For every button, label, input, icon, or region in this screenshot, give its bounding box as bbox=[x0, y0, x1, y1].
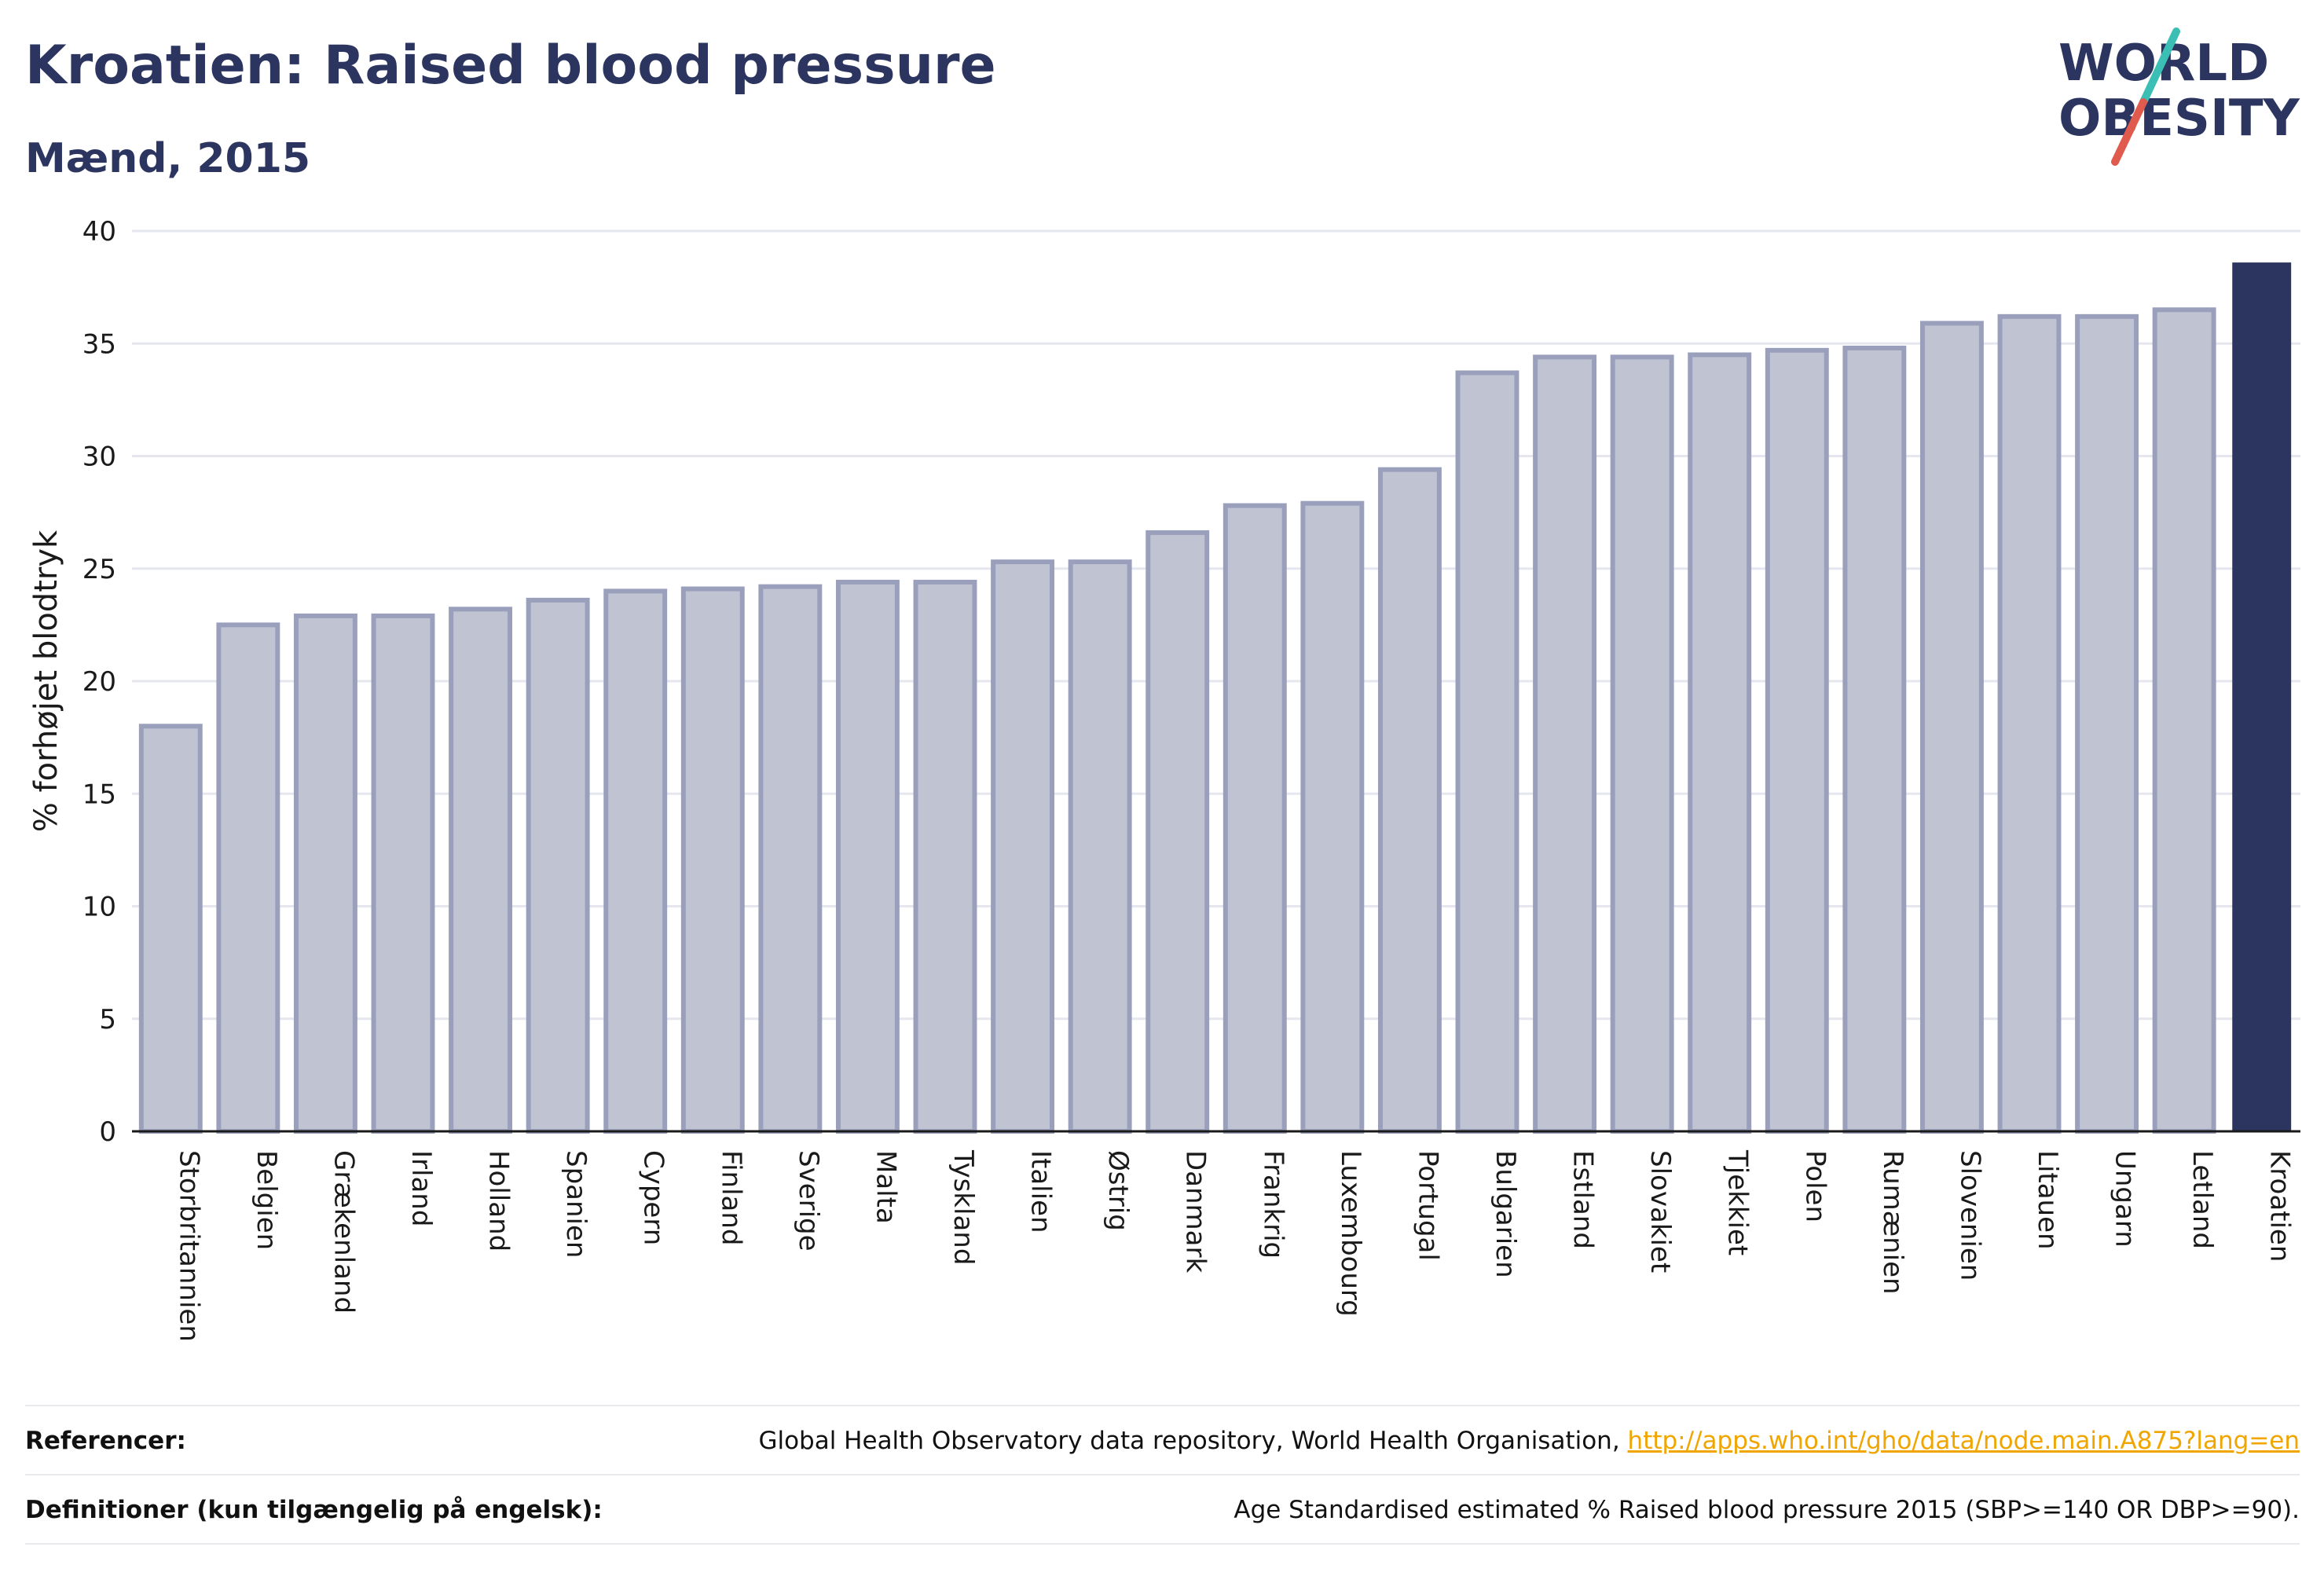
bar-slovakiet bbox=[1610, 354, 1674, 1134]
bar-malta bbox=[835, 579, 900, 1134]
y-tick-label: 40 bbox=[82, 216, 116, 247]
footer-definitions-row: Definitioner (kun tilgængelig på engelsk… bbox=[25, 1477, 2300, 1543]
footer-divider-bottom bbox=[25, 1543, 2300, 1545]
x-tick-label: Tjekkiet bbox=[1722, 1149, 1754, 1255]
x-tick-label: Bulgarien bbox=[1490, 1150, 1521, 1278]
x-tick-label: Kroatien bbox=[2264, 1150, 2296, 1262]
x-tick-label: Slovakiet bbox=[1644, 1150, 1676, 1273]
bar-chart: 0 5 10 15 20 25 30 35 40 Storbritannien Belgien Græ… bbox=[28, 216, 2300, 1342]
bars bbox=[138, 262, 2292, 1134]
bar-ungarn bbox=[2075, 313, 2139, 1134]
bar-bulgarien bbox=[1455, 370, 1519, 1134]
y-tick-label: 20 bbox=[82, 666, 116, 698]
logo-slash-teal-icon bbox=[2139, 27, 2180, 106]
x-tick-label: Holland bbox=[483, 1150, 515, 1252]
bar-danmark bbox=[1146, 530, 1210, 1134]
y-tick-label: 25 bbox=[82, 554, 116, 585]
y-tick-label: 10 bbox=[82, 892, 116, 923]
x-tick-label: Italien bbox=[1025, 1150, 1057, 1233]
x-tick-label: Ungarn bbox=[2110, 1150, 2141, 1248]
footer-divider-top bbox=[25, 1405, 2300, 1406]
x-tick-label: Finland bbox=[715, 1150, 746, 1246]
bar-belgien bbox=[216, 622, 280, 1134]
y-tick-label: 30 bbox=[82, 442, 116, 473]
logo-line-2: OBESITY bbox=[2058, 90, 2300, 148]
x-tick-label: Malta bbox=[870, 1150, 901, 1224]
x-tick-label: Grækenland bbox=[328, 1150, 359, 1314]
x-tick-label: Letland bbox=[2187, 1150, 2218, 1249]
logo-slash-red-icon bbox=[2111, 98, 2147, 166]
bar-cypern bbox=[603, 588, 668, 1134]
y-axis-label: % forhøjet blodtryk bbox=[28, 530, 64, 832]
bar-italien bbox=[991, 559, 1055, 1134]
bar-estland bbox=[1533, 354, 1597, 1134]
bar-portugal bbox=[1377, 467, 1442, 1134]
world-obesity-logo: WORLD OBESITY bbox=[2058, 27, 2300, 166]
bar-tyskland bbox=[913, 579, 977, 1134]
bar-letland bbox=[2152, 307, 2216, 1134]
x-tick-label: Østrig bbox=[1102, 1150, 1134, 1231]
bar-slovenien bbox=[1919, 321, 1984, 1134]
bar-holland bbox=[449, 607, 513, 1134]
x-tick-label: Rumænien bbox=[1877, 1150, 1908, 1295]
references-label: Referencer: bbox=[25, 1427, 186, 1455]
definitions-label: Definitioner (kun tilgængelig på engelsk… bbox=[25, 1496, 603, 1524]
chart-title: Kroatien: Raised blood pressure bbox=[25, 35, 996, 97]
x-tick-label: Tyskland bbox=[948, 1149, 979, 1265]
x-tick-label: Frankrig bbox=[1257, 1150, 1288, 1259]
x-tick-label: Spanien bbox=[560, 1150, 592, 1258]
definitions-value: Age Standardised estimated % Raised bloo… bbox=[1233, 1496, 2300, 1524]
references-value: Global Health Observatory data repositor… bbox=[758, 1427, 2300, 1455]
x-tick-label: Litauen bbox=[2032, 1150, 2063, 1250]
bar-kroatien bbox=[2232, 262, 2292, 1131]
bar-irland bbox=[371, 613, 435, 1134]
x-tick-label: Portugal bbox=[1412, 1150, 1443, 1261]
x-tick-label: Storbritannien bbox=[173, 1150, 204, 1342]
x-tick-label: Cypern bbox=[638, 1150, 669, 1245]
references-link[interactable]: http://apps.who.int/gho/data/node.main.A… bbox=[1627, 1427, 2300, 1455]
x-tick-label: Danmark bbox=[1180, 1150, 1211, 1273]
footer-references-row: Referencer: Global Health Observatory da… bbox=[25, 1408, 2300, 1474]
bar-sverige bbox=[758, 584, 823, 1134]
x-tick-label: Polen bbox=[1799, 1150, 1831, 1222]
bar-rumænien bbox=[1842, 345, 1907, 1134]
bar-østrig bbox=[1068, 559, 1132, 1134]
x-tick-label: Sverige bbox=[793, 1150, 824, 1252]
x-tick-label: Belgien bbox=[251, 1150, 282, 1250]
bar-polen bbox=[1765, 347, 1829, 1134]
axes: 0 5 10 15 20 25 30 35 40 Storbritannien Belgien Græ… bbox=[82, 216, 2300, 1342]
y-tick-label: 5 bbox=[99, 1004, 116, 1035]
chart-subtitle: Mænd, 2015 bbox=[25, 135, 311, 182]
bar-tjekkiet bbox=[1688, 352, 1752, 1134]
y-tick-label: 0 bbox=[99, 1116, 116, 1148]
bar-grækenland bbox=[293, 613, 357, 1134]
y-tick-label: 35 bbox=[82, 328, 116, 360]
bar-luxembourg bbox=[1300, 500, 1365, 1134]
y-tick-label: 15 bbox=[82, 779, 116, 810]
x-tick-label: Irland bbox=[405, 1150, 437, 1226]
bar-frankrig bbox=[1222, 503, 1287, 1134]
x-tick-label: Estland bbox=[1567, 1150, 1599, 1249]
bar-storbritannien bbox=[138, 724, 203, 1134]
references-text: Global Health Observatory data repositor… bbox=[758, 1427, 1628, 1455]
bar-finland bbox=[680, 586, 745, 1134]
bar-spanien bbox=[526, 597, 590, 1134]
footer-divider-middle bbox=[25, 1474, 2300, 1475]
x-tick-label: Luxembourg bbox=[1335, 1150, 1366, 1317]
x-tick-label: Slovenien bbox=[1954, 1150, 1985, 1281]
bar-litauen bbox=[1997, 313, 2062, 1134]
